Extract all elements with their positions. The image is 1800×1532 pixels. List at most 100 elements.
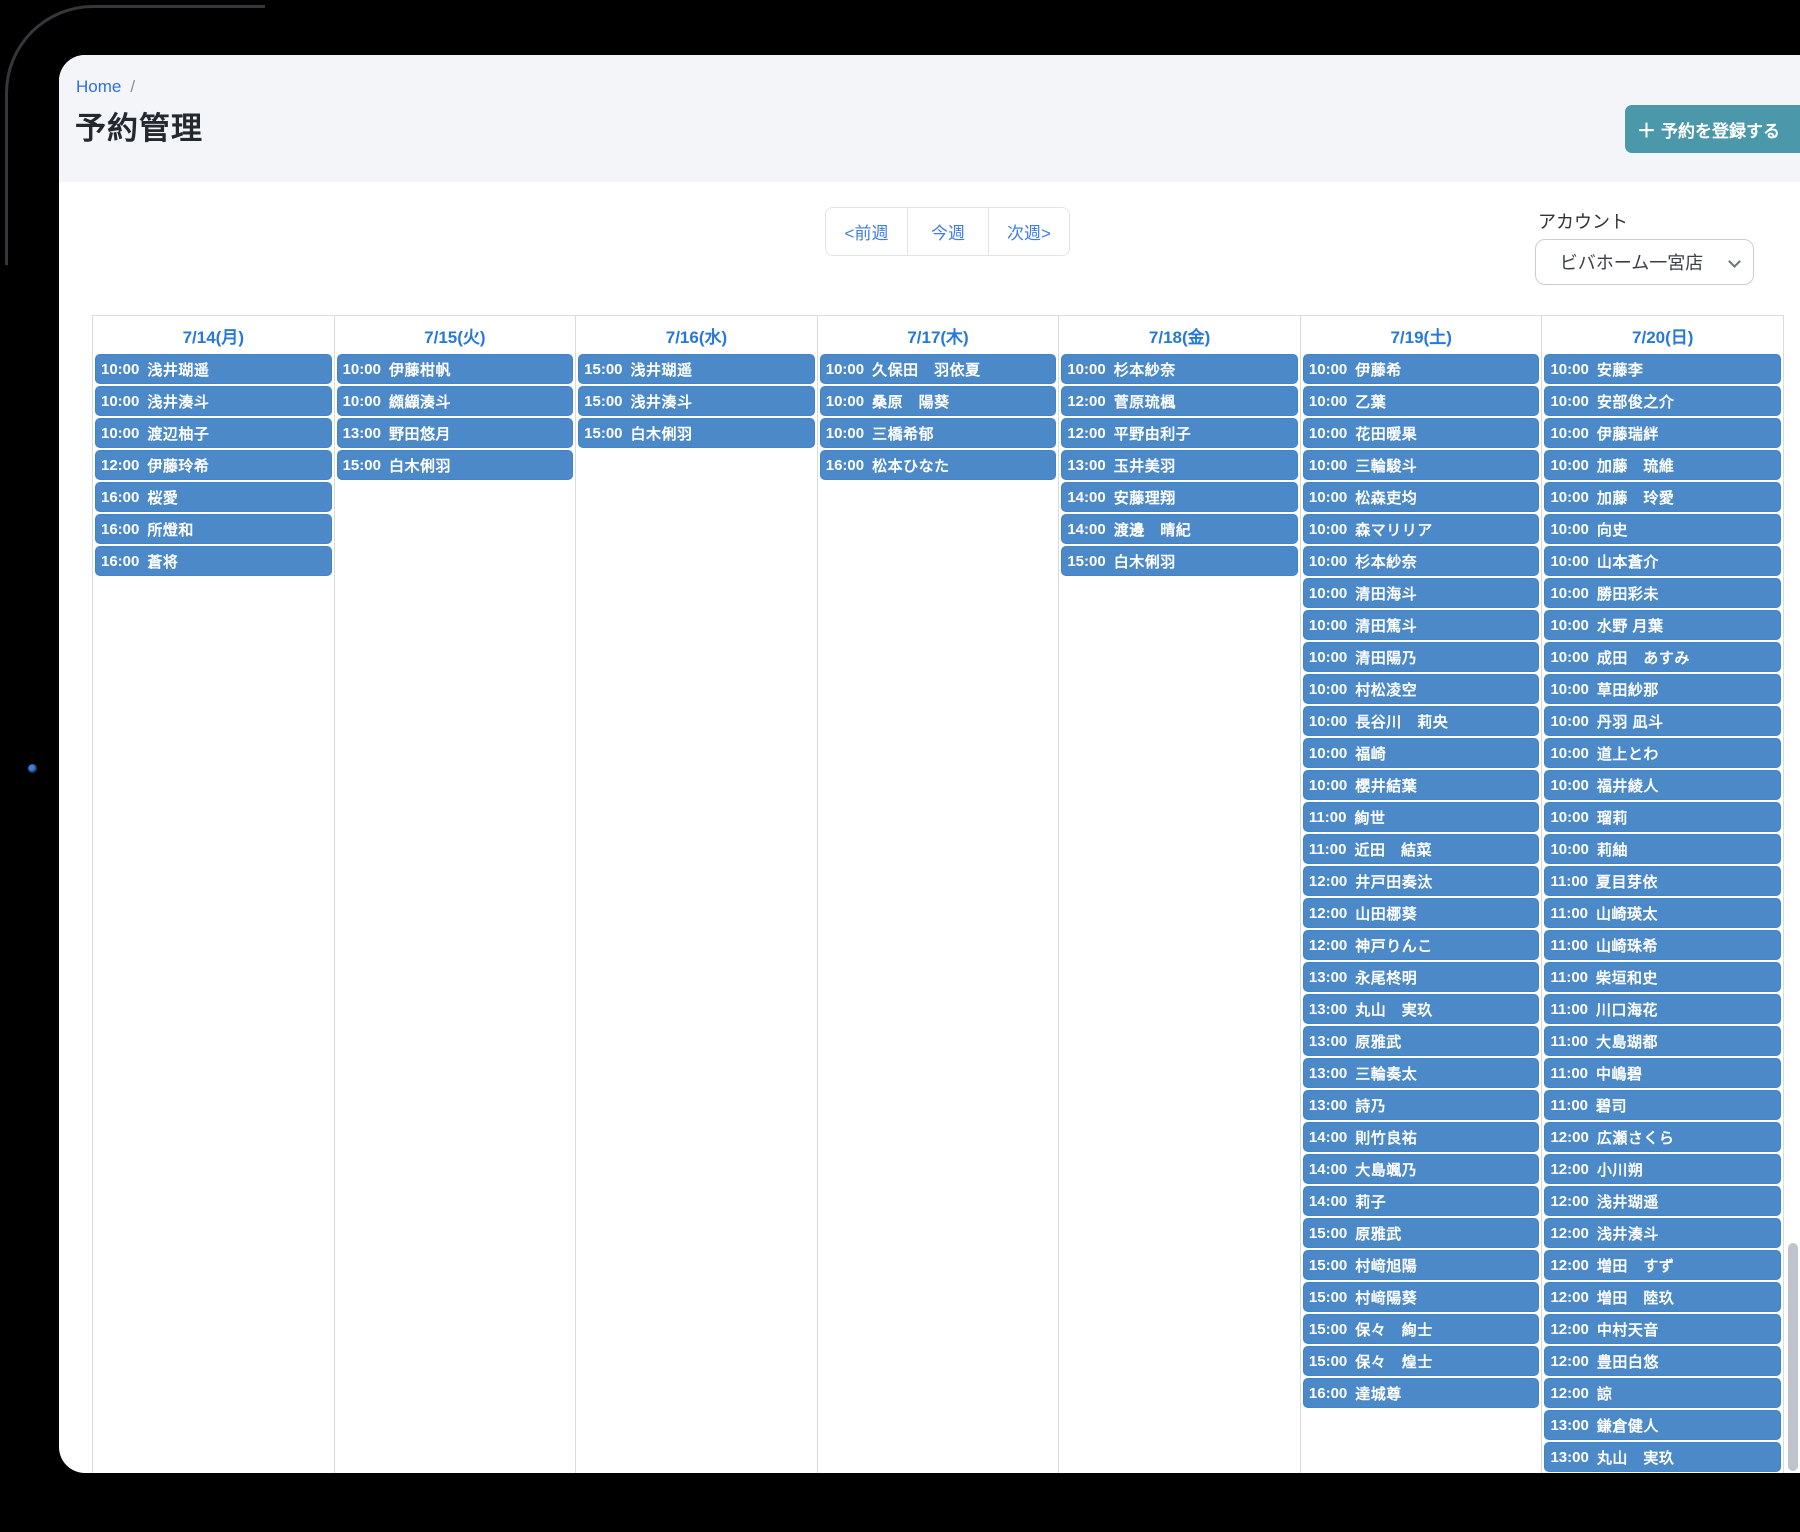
event-chip[interactable]: 10:00 瑠莉: [1544, 802, 1782, 832]
event-chip[interactable]: 15:00 白木俐羽: [578, 418, 815, 448]
event-chip[interactable]: 12:00 井戸田奏汰: [1302, 866, 1540, 896]
event-chip[interactable]: 11:00 近田 結菜: [1302, 834, 1540, 864]
event-chip[interactable]: 10:00 伊藤希: [1302, 354, 1540, 384]
event-chip[interactable]: 11:00 柴垣和史: [1544, 962, 1782, 992]
event-chip[interactable]: 10:00 杉本紗奈: [1061, 354, 1298, 384]
event-chip[interactable]: 12:00 神戸りんこ: [1302, 930, 1540, 960]
event-chip[interactable]: 11:00 絢世: [1302, 802, 1540, 832]
event-chip[interactable]: 14:00 渡邊 晴紀: [1061, 514, 1298, 544]
event-chip[interactable]: 15:00 白木俐羽: [1061, 546, 1298, 576]
register-reservation-button[interactable]: ＋ 予約を登録する: [1625, 105, 1800, 153]
event-chip[interactable]: 10:00 安藤李: [1544, 354, 1782, 384]
prev-week-button[interactable]: <前週: [826, 208, 907, 255]
event-chip[interactable]: 11:00 中嶋碧: [1544, 1058, 1782, 1088]
event-chip[interactable]: 12:00 豊田白悠: [1544, 1346, 1782, 1376]
event-chip[interactable]: 10:00 花田暖果: [1302, 418, 1540, 448]
event-chip[interactable]: 10:00 村松凌空: [1302, 674, 1540, 704]
scrollbar-thumb[interactable]: [1788, 1243, 1798, 1471]
event-chip[interactable]: 12:00 広瀬さくら: [1544, 1122, 1782, 1152]
event-chip[interactable]: 10:00 伊藤瑞絆: [1544, 418, 1782, 448]
event-chip[interactable]: 13:00 丸山 実玖: [1544, 1442, 1782, 1472]
event-chip[interactable]: 10:00 莉紬: [1544, 834, 1782, 864]
event-chip[interactable]: 13:00 三輪奏太: [1302, 1058, 1540, 1088]
event-chip[interactable]: 12:00 増田 すず: [1544, 1250, 1782, 1280]
event-chip[interactable]: 12:00 増田 陸玖: [1544, 1282, 1782, 1312]
event-chip[interactable]: 14:00 大島颯乃: [1302, 1154, 1540, 1184]
event-chip[interactable]: 10:00 桑原 陽葵: [819, 386, 1057, 416]
event-chip[interactable]: 16:00 蒼将: [95, 546, 332, 576]
account-select[interactable]: ビバホーム一宮店: [1535, 239, 1754, 285]
event-chip[interactable]: 15:00 村﨑旭陽: [1302, 1250, 1540, 1280]
event-chip[interactable]: 10:00 渡辺柚子: [95, 418, 332, 448]
event-chip[interactable]: 10:00 清田篤斗: [1302, 610, 1540, 640]
event-chip[interactable]: 10:00 久保田 羽依夏: [819, 354, 1057, 384]
event-chip[interactable]: 15:00 保々 絢士: [1302, 1314, 1540, 1344]
event-chip[interactable]: 12:00 中村天音: [1544, 1314, 1782, 1344]
event-chip[interactable]: 10:00 櫻井結葉: [1302, 770, 1540, 800]
event-chip[interactable]: 10:00 向史: [1544, 514, 1782, 544]
event-chip[interactable]: 13:00 原雅武: [1302, 1026, 1540, 1056]
event-chip[interactable]: 16:00 達城尊: [1302, 1378, 1540, 1408]
event-chip[interactable]: 14:00 莉子: [1302, 1186, 1540, 1216]
event-chip[interactable]: 11:00 川口海花: [1544, 994, 1782, 1024]
event-chip[interactable]: 15:00 村﨑陽葵: [1302, 1282, 1540, 1312]
event-chip[interactable]: 10:00 浅井瑚遥: [95, 354, 332, 384]
event-chip[interactable]: 14:00 則竹良祐: [1302, 1122, 1540, 1152]
event-chip[interactable]: 13:00 野田悠月: [336, 418, 574, 448]
event-chip[interactable]: 10:00 三橋希郁: [819, 418, 1057, 448]
event-chip[interactable]: 15:00 原雅武: [1302, 1218, 1540, 1248]
event-chip[interactable]: 10:00 伊藤柑帆: [336, 354, 574, 384]
event-chip[interactable]: 11:00 山崎珠希: [1544, 930, 1782, 960]
event-chip[interactable]: 16:00 桜愛: [95, 482, 332, 512]
event-chip[interactable]: 11:00 山崎瑛太: [1544, 898, 1782, 928]
event-chip[interactable]: 10:00 道上とわ: [1544, 738, 1782, 768]
event-chip[interactable]: 10:00 草田紗那: [1544, 674, 1782, 704]
next-week-button[interactable]: 次週>: [988, 208, 1069, 255]
event-chip[interactable]: 11:00 大島瑚都: [1544, 1026, 1782, 1056]
event-chip[interactable]: 13:00 丸山 実玖: [1302, 994, 1540, 1024]
event-chip[interactable]: 12:00 浅井瑚遥: [1544, 1186, 1782, 1216]
event-chip[interactable]: 10:00 三輪駿斗: [1302, 450, 1540, 480]
event-chip[interactable]: 10:00 浅井湊斗: [95, 386, 332, 416]
event-chip[interactable]: 10:00 松森吏均: [1302, 482, 1540, 512]
event-chip[interactable]: 10:00 森マリリア: [1302, 514, 1540, 544]
event-chip[interactable]: 12:00 浅井湊斗: [1544, 1218, 1782, 1248]
event-chip[interactable]: 13:00 永尾柊明: [1302, 962, 1540, 992]
event-chip[interactable]: 10:00 勝田彩未: [1544, 578, 1782, 608]
event-chip[interactable]: 10:00 丹羽 凪斗: [1544, 706, 1782, 736]
event-chip[interactable]: 16:00 所燈和: [95, 514, 332, 544]
event-chip[interactable]: 13:00 鎌倉健人: [1544, 1410, 1782, 1440]
event-chip[interactable]: 15:00 浅井湊斗: [578, 386, 815, 416]
event-chip[interactable]: 16:00 松本ひなた: [819, 450, 1057, 480]
event-chip[interactable]: 15:00 浅井瑚遥: [578, 354, 815, 384]
event-chip[interactable]: 10:00 加藤 玲愛: [1544, 482, 1782, 512]
event-chip[interactable]: 10:00 清田海斗: [1302, 578, 1540, 608]
event-chip[interactable]: 15:00 保々 煌士: [1302, 1346, 1540, 1376]
event-chip[interactable]: 11:00 夏目芽依: [1544, 866, 1782, 896]
event-chip[interactable]: 13:00 詩乃: [1302, 1090, 1540, 1120]
event-chip[interactable]: 10:00 安部俊之介: [1544, 386, 1782, 416]
event-chip[interactable]: 10:00 杉本紗奈: [1302, 546, 1540, 576]
event-chip[interactable]: 13:00 玉井美羽: [1061, 450, 1298, 480]
this-week-button[interactable]: 今週: [907, 208, 988, 255]
event-chip[interactable]: 12:00 平野由利子: [1061, 418, 1298, 448]
breadcrumb-home-link[interactable]: Home: [76, 77, 122, 96]
event-chip[interactable]: 10:00 山本蒼介: [1544, 546, 1782, 576]
event-chip[interactable]: 10:00 纐纈湊斗: [336, 386, 574, 416]
event-chip[interactable]: 10:00 福崎: [1302, 738, 1540, 768]
event-chip[interactable]: 10:00 加藤 琉維: [1544, 450, 1782, 480]
event-chip[interactable]: 10:00 成田 あすみ: [1544, 642, 1782, 672]
event-chip[interactable]: 12:00 山田梛葵: [1302, 898, 1540, 928]
event-chip[interactable]: 12:00 小川朔: [1544, 1154, 1782, 1184]
event-chip[interactable]: 10:00 長谷川 莉央: [1302, 706, 1540, 736]
event-chip[interactable]: 10:00 水野 月葉: [1544, 610, 1782, 640]
event-chip[interactable]: 12:00 菅原琉楓: [1061, 386, 1298, 416]
event-chip[interactable]: 10:00 福井綾人: [1544, 770, 1782, 800]
event-chip[interactable]: 14:00 安藤理翔: [1061, 482, 1298, 512]
event-chip[interactable]: 15:00 白木俐羽: [336, 450, 574, 480]
event-chip[interactable]: 11:00 碧司: [1544, 1090, 1782, 1120]
event-chip[interactable]: 10:00 清田陽乃: [1302, 642, 1540, 672]
event-chip[interactable]: 12:00 伊藤玲希: [95, 450, 332, 480]
event-chip[interactable]: 10:00 乙葉: [1302, 386, 1540, 416]
event-chip[interactable]: 12:00 諒: [1544, 1378, 1782, 1408]
